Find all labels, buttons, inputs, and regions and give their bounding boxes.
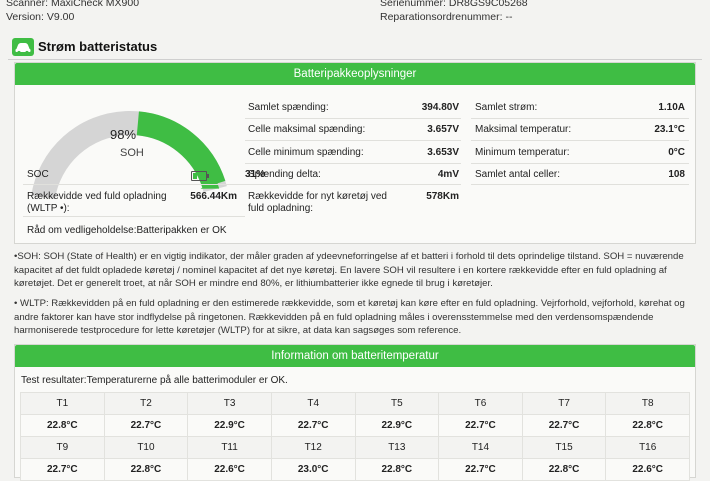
range-full-label: Rækkevidde ved fuld opladning (WLTP •):: [27, 191, 167, 214]
temp-sensor-label: T1: [20, 392, 105, 415]
section-title: Strøm batteristatus: [8, 36, 702, 58]
battery-level-icon: [191, 171, 209, 181]
battery-pack-heading: Batteripakkeoplysninger: [15, 63, 695, 85]
cell-count-value: 108: [668, 169, 685, 180]
range-new-label: Rækkevidde for nyt køretøj ved fuld opla…: [248, 191, 387, 214]
temp-sensor-label: T15: [521, 436, 607, 459]
table-row: T1 T2 T3 T4 T5 T6 T7 T8: [20, 392, 690, 415]
table-row: T9 T10 T11 T12 T13 T14 T15 T16: [20, 436, 690, 459]
divider: [245, 184, 461, 185]
temp-sensor-value: 22.7°C: [438, 458, 523, 481]
divider: [245, 140, 461, 141]
divider: [471, 118, 689, 119]
temp-sensor-label: T5: [354, 392, 440, 415]
total-voltage-value: 394.80V: [421, 102, 459, 113]
soh-note: •SOH: SOH (State of Health) er en vigtig…: [14, 251, 684, 289]
max-temp-label: Maksimal temperatur:: [475, 124, 572, 135]
divider: [245, 118, 461, 119]
temp-sensor-value: 22.9°C: [187, 414, 272, 437]
temp-sensor-label: T11: [187, 436, 272, 459]
temp-sensor-value: 22.7°C: [270, 414, 356, 437]
temp-sensor-value: 22.8°C: [521, 458, 607, 481]
battery-pack-panel: Batteripakkeoplysninger 98% SOH SOC 31% …: [14, 62, 696, 244]
version-text: Version: V9.00: [6, 11, 75, 23]
total-current-label: Samlet strøm:: [475, 102, 538, 113]
serial-text: Serienummer: DR8GS9C05268: [380, 0, 528, 9]
cell-count-label: Samlet antal celler:: [475, 169, 561, 180]
range-full-value: 566.44Km: [190, 191, 237, 202]
temp-sensor-label: T8: [605, 392, 690, 415]
temp-sensor-value: 22.6°C: [605, 458, 690, 481]
temp-sensor-value: 22.8°C: [103, 458, 189, 481]
total-current-value: 1.10A: [658, 102, 685, 113]
temp-sensor-value: 22.8°C: [20, 414, 105, 437]
temp-sensor-value: 22.7°C: [103, 414, 189, 437]
scanner-text: Scanner: MaxiCheck MX900: [6, 0, 140, 9]
temp-sensor-label: T9: [20, 436, 105, 459]
cell-max-voltage-label: Celle maksimal spænding:: [248, 124, 366, 135]
min-temp-label: Minimum temperatur:: [475, 147, 570, 158]
voltage-delta-value: 4mV: [437, 169, 459, 180]
soh-gauge: [31, 110, 227, 200]
temp-sensor-label: T3: [187, 392, 272, 415]
temp-sensor-label: T4: [270, 392, 356, 415]
divider: [471, 140, 689, 141]
temp-sensor-label: T10: [103, 436, 189, 459]
temp-sensor-label: T2: [103, 392, 189, 415]
report-header: Scanner: MaxiCheck MX900 Version: V9.00 …: [0, 0, 710, 26]
divider: [245, 163, 461, 164]
max-temp-value: 23.1°C: [654, 124, 685, 135]
total-voltage-label: Samlet spænding:: [248, 102, 329, 113]
voltage-delta-label: Spænding delta:: [248, 169, 321, 180]
cell-min-voltage-label: Celle minimum spænding:: [248, 147, 364, 158]
temp-sensor-label: T12: [270, 436, 356, 459]
temp-sensor-value: 22.6°C: [187, 458, 272, 481]
soc-value: 31%: [244, 169, 265, 180]
temp-sensor-value: 22.7°C: [438, 414, 523, 437]
temp-sensor-value: 22.8°C: [354, 458, 440, 481]
temp-sensor-label: T16: [605, 436, 690, 459]
divider: [471, 163, 689, 164]
battery-level-fill: [193, 173, 197, 179]
temp-sensor-value: 22.7°C: [20, 458, 105, 481]
cell-max-voltage-value: 3.657V: [427, 124, 459, 135]
soc-label: SOC: [27, 169, 49, 180]
temp-sensor-value: 22.8°C: [605, 414, 690, 437]
cell-min-voltage-value: 3.653V: [427, 147, 459, 158]
temp-sensor-label: T14: [438, 436, 523, 459]
title-divider: [8, 59, 702, 60]
table-row: 22.7°C 22.8°C 22.6°C 23.0°C 22.8°C 22.7°C 22.8…: [20, 458, 690, 481]
divider: [471, 184, 689, 185]
temperature-heading: Information om batteritemperatur: [15, 345, 695, 367]
page-title: Strøm batteristatus: [38, 39, 158, 54]
battery-temperature-panel: Information om batteritemperatur Test re…: [14, 344, 696, 481]
temp-sensor-value: 23.0°C: [270, 458, 356, 481]
temperature-result: Test resultater:Temperaturerne på alle b…: [21, 375, 288, 386]
temp-sensor-value: 22.7°C: [521, 414, 607, 437]
soh-percent: 98%: [110, 127, 137, 142]
temperature-table: T1 T2 T3 T4 T5 T6 T7 T8 22.8°C 22.7°C 22.9°C 22.7°C…: [20, 392, 690, 481]
min-temp-value: 0°C: [668, 147, 685, 158]
maintenance-advice: Råd om vedligeholdelse:Batteripakken er …: [27, 225, 227, 236]
temp-sensor-value: 22.9°C: [354, 414, 440, 437]
range-new-value: 578Km: [426, 191, 459, 202]
temp-sensor-label: T13: [354, 436, 440, 459]
wltp-note: • WLTP: Rækkevidden på en fuld opladning…: [14, 298, 685, 336]
divider: [23, 216, 245, 217]
table-row: 22.8°C 22.7°C 22.9°C 22.7°C 22.9°C 22.7°C 22.7…: [20, 414, 690, 437]
temp-sensor-label: T7: [521, 392, 607, 415]
temp-sensor-label: T6: [438, 392, 523, 415]
car-battery-icon: [12, 38, 34, 56]
soh-label: SOH: [120, 147, 144, 159]
divider: [23, 184, 245, 185]
order-text: Reparationsordrenummer: --: [380, 11, 513, 23]
